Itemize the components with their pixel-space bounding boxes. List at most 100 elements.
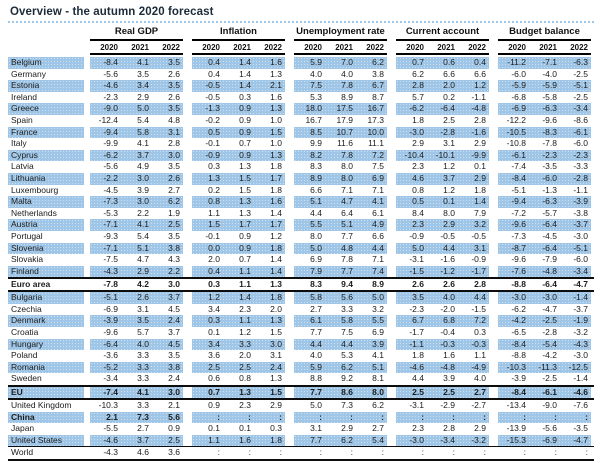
value-group: 7.5 7.8 6.7 xyxy=(294,80,387,92)
value-cell: 2.9 xyxy=(341,423,353,434)
country-cell: Japan xyxy=(11,423,35,434)
value-cell: -6.3 xyxy=(573,57,588,67)
value-cell: 1.7 xyxy=(270,172,282,183)
value-group: 2.8 2.0 1.2 xyxy=(396,80,489,92)
value-group: -6.8 -5.8 -2.5 xyxy=(498,92,591,104)
value-cell: 3.0 xyxy=(168,149,180,160)
value-cell: 7.1 xyxy=(372,184,384,195)
value-cell: 1.2 xyxy=(208,292,220,303)
value-cell: 2.5 xyxy=(443,387,455,398)
value-group: -5.1 -1.3 -1.1 xyxy=(498,185,591,197)
value-group: -6.9 3.1 4.5 xyxy=(90,304,183,316)
value-cell: 8.9 xyxy=(310,172,322,183)
value-cell: 3.3 xyxy=(341,303,353,314)
column-gutter xyxy=(387,339,396,351)
value-cell: 7.7 xyxy=(341,230,353,241)
value-cell: 0.7 xyxy=(412,57,424,67)
value-cell: 1.5 xyxy=(239,184,251,195)
column-gutter xyxy=(183,292,192,304)
value-cell: 8.8 xyxy=(310,373,322,384)
column-gutter xyxy=(489,219,498,231)
value-cell: 3.8 xyxy=(372,68,384,79)
value-cell: 7.8 xyxy=(341,254,353,265)
value-cell: -4.0 xyxy=(542,68,557,79)
country-cell: Romania xyxy=(8,361,84,374)
value-cell: : xyxy=(319,411,322,422)
value-cell: 2.9 xyxy=(137,265,149,276)
column-gutter xyxy=(183,208,192,220)
value-group: 3.5 4.0 4.4 xyxy=(396,292,489,304)
value-cell: 0.6 xyxy=(443,57,455,67)
value-cell: 4.2 xyxy=(137,279,149,290)
country-cell: Czechia xyxy=(11,303,42,314)
column-gutter xyxy=(285,231,294,243)
value-group: 0.1 0.1 0.3 xyxy=(192,423,285,435)
value-cell: 4.4 xyxy=(372,242,384,253)
value-cell: 7.8 xyxy=(341,149,353,160)
value-cell: 0.9 xyxy=(239,149,251,160)
value-cell: 3.2 xyxy=(474,219,486,230)
value-cell: 1.4 xyxy=(239,57,251,67)
value-cell: 6.2 xyxy=(341,434,353,445)
value-cell: -1.4 xyxy=(573,292,588,303)
group-title: Unemployment rate xyxy=(296,25,385,37)
table-header: Real GDP 2020 2021 2022 Inflation 2020 2021… xyxy=(8,26,594,55)
value-cell: 0.3 xyxy=(208,161,220,172)
country-cell: Poland xyxy=(11,350,38,361)
column-gutter xyxy=(489,266,498,278)
value-cell: -9.3 xyxy=(103,230,118,241)
value-cell: 17.9 xyxy=(336,114,353,125)
column-gutter xyxy=(489,292,498,304)
value-cell: 2.1 xyxy=(106,411,118,422)
value-cell: 6.6 xyxy=(443,68,455,79)
value-cell: -0.1 xyxy=(205,138,220,149)
value-cell: -5.4 xyxy=(542,338,557,349)
value-group: 5.0 7.3 6.2 xyxy=(294,400,387,412)
value-group: -0.9 0.9 1.3 xyxy=(192,149,285,162)
value-cell: 1.8 xyxy=(270,184,282,195)
value-cell: 1.0 xyxy=(270,138,282,149)
column-gutter xyxy=(183,447,192,459)
value-group: 3.4 2.3 2.0 xyxy=(192,304,285,316)
value-cell: 5.8 xyxy=(137,126,149,137)
column-gutter xyxy=(285,161,294,173)
value-group: -2.3 2.9 2.6 xyxy=(90,92,183,104)
group-header-real-gdp: Real GDP 2020 2021 2022 xyxy=(90,26,183,55)
column-gutter xyxy=(489,173,498,185)
column-gutter xyxy=(489,304,498,316)
group-title: Current account xyxy=(405,25,480,37)
value-group: -0.9 -0.5 -0.5 xyxy=(396,231,489,243)
column-gutter xyxy=(183,219,192,231)
value-cell: -3.1 xyxy=(409,254,424,265)
value-group: 8.8 9.2 8.1 xyxy=(294,373,387,385)
value-cell: : xyxy=(421,447,424,458)
value-cell: 2.1 xyxy=(270,80,282,91)
year-header: 2022 xyxy=(570,43,588,52)
value-cell: -7.1 xyxy=(103,242,118,253)
value-cell: -3.9 xyxy=(511,373,526,384)
value-cell: 1.1 xyxy=(239,265,251,276)
table-row: Estonia -4.6 3.4 3.5 -0.5 1.4 2.1 7.5 7.8 6.7 2.8 2… xyxy=(8,80,594,92)
value-cell: 2.3 xyxy=(239,303,251,314)
value-cell: 5.3 xyxy=(310,91,322,102)
column-gutter xyxy=(183,243,192,255)
value-cell: -6.3 xyxy=(542,196,557,207)
column-gutter xyxy=(285,127,294,139)
value-group: -8.4 -6.1 -4.6 xyxy=(498,387,591,399)
value-group: -8.4 -6.0 -2.8 xyxy=(498,172,591,185)
value-cell: 5.7 xyxy=(412,91,424,102)
value-cell: 2.0 xyxy=(270,303,282,314)
value-group: 6.1 5.8 5.5 xyxy=(294,315,387,328)
value-cell: -7.2 xyxy=(511,207,526,218)
value-group: -7.4 4.1 3.0 xyxy=(90,387,183,399)
value-cell: 0.8 xyxy=(412,184,424,195)
value-cell: 2.6 xyxy=(168,172,180,183)
value-cell: -4.7 xyxy=(573,434,588,445)
value-cell: -12.5 xyxy=(568,361,588,372)
value-cell: 0.9 xyxy=(239,230,251,241)
column-gutter xyxy=(387,150,396,162)
value-cell: -6.8 xyxy=(511,91,526,102)
value-cell: 4.4 xyxy=(412,373,424,384)
value-cell: -3.2 xyxy=(573,327,588,338)
value-cell: -6.1 xyxy=(511,149,526,160)
